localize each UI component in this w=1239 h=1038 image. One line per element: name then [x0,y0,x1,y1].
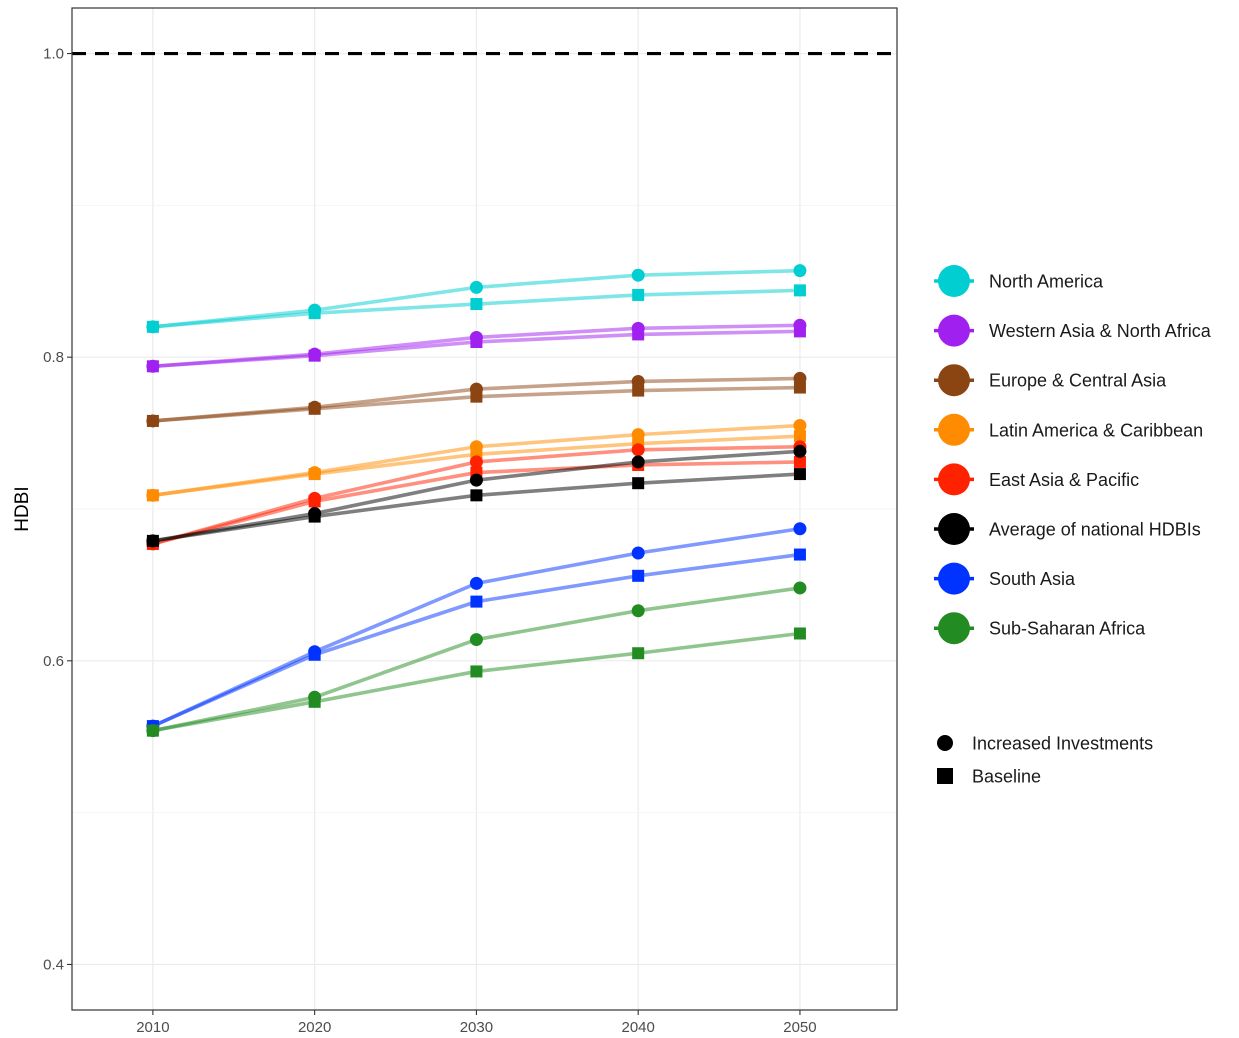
legend-label: Baseline [972,767,1041,787]
data-point-increased [793,419,807,432]
y-tick-label: 0.8 [43,349,64,366]
data-point-baseline [793,468,806,481]
x-tick-label: 2050 [783,1019,816,1036]
data-point-increased [793,522,807,536]
x-tick-label: 2020 [298,1019,331,1036]
data-point-increased [631,428,645,442]
y-tick-label: 1.0 [43,46,64,63]
data-point-increased [308,347,322,361]
series-group [146,264,807,738]
data-point-baseline [632,288,645,301]
data-point-increased [793,318,807,332]
data-point-baseline [793,381,806,394]
legend-key-marker [938,314,970,347]
data-point-increased [631,546,645,560]
legend-label: South Asia [989,569,1076,589]
data-point-increased [793,444,807,458]
legend-label: Western Asia & North Africa [989,321,1212,341]
data-point-increased [146,414,160,428]
data-point-baseline [793,627,806,640]
plot-panel-border [71,7,898,1011]
legend-key-marker [938,513,970,545]
data-point-increased [308,400,322,414]
data-point-increased [146,724,160,738]
data-point-baseline [793,455,806,468]
data-point-increased [308,303,322,317]
x-tick-label: 2040 [621,1019,654,1036]
data-point-increased [469,440,483,454]
data-point-increased [631,321,645,335]
data-point-baseline [470,665,483,678]
data-point-increased [631,455,645,469]
data-point-increased [469,330,483,344]
legend-key-marker [938,612,970,645]
data-point-baseline [470,489,483,502]
y-axis-title: HDBI [12,486,33,531]
data-point-increased [631,443,645,457]
y-tick-label: 0.4 [43,956,64,973]
data-point-increased [793,371,807,385]
data-point-increased [469,576,483,590]
data-point-baseline [632,384,645,397]
data-point-increased [308,466,322,480]
legend-shape-circle [937,735,953,751]
data-point-increased [469,633,483,647]
data-point-baseline [470,298,483,311]
legend-label: Latin America & Caribbean [989,420,1203,440]
legend-label: Average of national HDBIs [989,520,1201,540]
data-point-baseline [793,284,806,297]
data-point-increased [631,268,645,282]
x-tick-label: 2010 [136,1019,169,1036]
data-point-increased [146,320,160,334]
data-point-baseline [470,595,483,608]
legend-shape-square [937,768,953,784]
data-point-increased [308,690,322,704]
data-point-increased [793,264,807,278]
legend-label: Sub-Saharan Africa [989,619,1146,639]
data-point-increased [631,374,645,388]
data-point-increased [469,473,483,487]
data-point-increased [469,382,483,396]
legend-label: North America [989,272,1104,292]
data-point-increased [146,488,160,502]
legend: North America Western Asia & North Africa… [934,265,1212,787]
data-point-increased [469,455,483,469]
data-point-increased [308,491,322,505]
data-point-increased [146,534,160,548]
data-point-baseline [793,548,806,561]
legend-key-marker [938,265,970,297]
x-tick-label: 2030 [460,1019,493,1036]
legend-key-marker [938,413,970,446]
y-tick-label: 0.6 [43,653,64,670]
data-point-baseline [793,430,806,443]
data-point-increased [631,604,645,618]
legend-key-marker [938,463,970,496]
legend-key-marker [938,364,970,397]
data-point-baseline [632,569,645,582]
legend-label: Increased Investments [972,734,1153,754]
data-point-increased [469,280,483,294]
data-point-increased [146,359,160,373]
data-point-baseline [632,477,645,490]
data-point-increased [308,645,322,659]
legend-label: East Asia & Pacific [989,470,1139,490]
legend-key-marker [938,562,970,595]
data-point-increased [308,507,322,521]
legend-label: Europe & Central Asia [989,371,1167,391]
data-point-baseline [632,647,645,660]
axis-ticks: 2010 2020 2030 2040 2050 0.4 0.6 0.8 1.0 [43,46,816,1036]
data-point-increased [793,581,807,595]
